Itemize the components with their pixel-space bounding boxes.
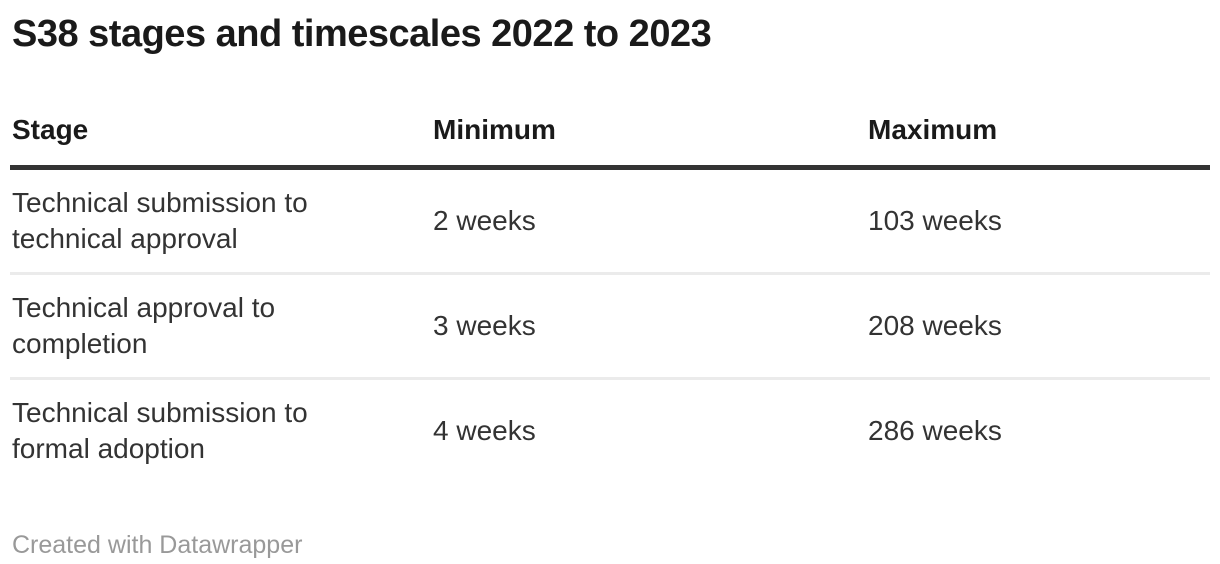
data-table: Stage Minimum Maximum Technical submissi… [10, 58, 1210, 482]
cell-minimum: 3 weeks [433, 273, 868, 380]
table-row: Technical submission to technical approv… [10, 167, 1210, 275]
cell-stage: Technical submission to formal adoption [12, 397, 308, 464]
table-header-row: Stage Minimum Maximum [10, 58, 1210, 170]
cell-stage: Technical approval to completion [10, 273, 433, 380]
table-row: Technical approval to completion 3 weeks… [10, 273, 1210, 380]
datawrapper-table-chart: S38 stages and timescales 2022 to 2023 S… [0, 10, 1220, 564]
page-title: S38 stages and timescales 2022 to 2023 [12, 13, 712, 55]
cell-maximum: 208 weeks [868, 273, 1210, 380]
cell-minimum: 4 weeks [433, 415, 536, 446]
cell-maximum: 103 weeks [868, 167, 1210, 275]
column-header-stage: Stage [10, 58, 433, 170]
cell-minimum: 2 weeks [433, 167, 868, 275]
column-header-maximum: Maximum [868, 58, 1210, 170]
column-header-minimum: Minimum [433, 58, 868, 170]
datawrapper-attribution-link[interactable]: Created with Datawrapper [12, 531, 303, 559]
cell-stage: Technical submission to technical approv… [10, 167, 433, 275]
cell-maximum: 286 weeks [868, 415, 1002, 446]
table-row: Technical submission to formal adoption … [10, 379, 1210, 483]
